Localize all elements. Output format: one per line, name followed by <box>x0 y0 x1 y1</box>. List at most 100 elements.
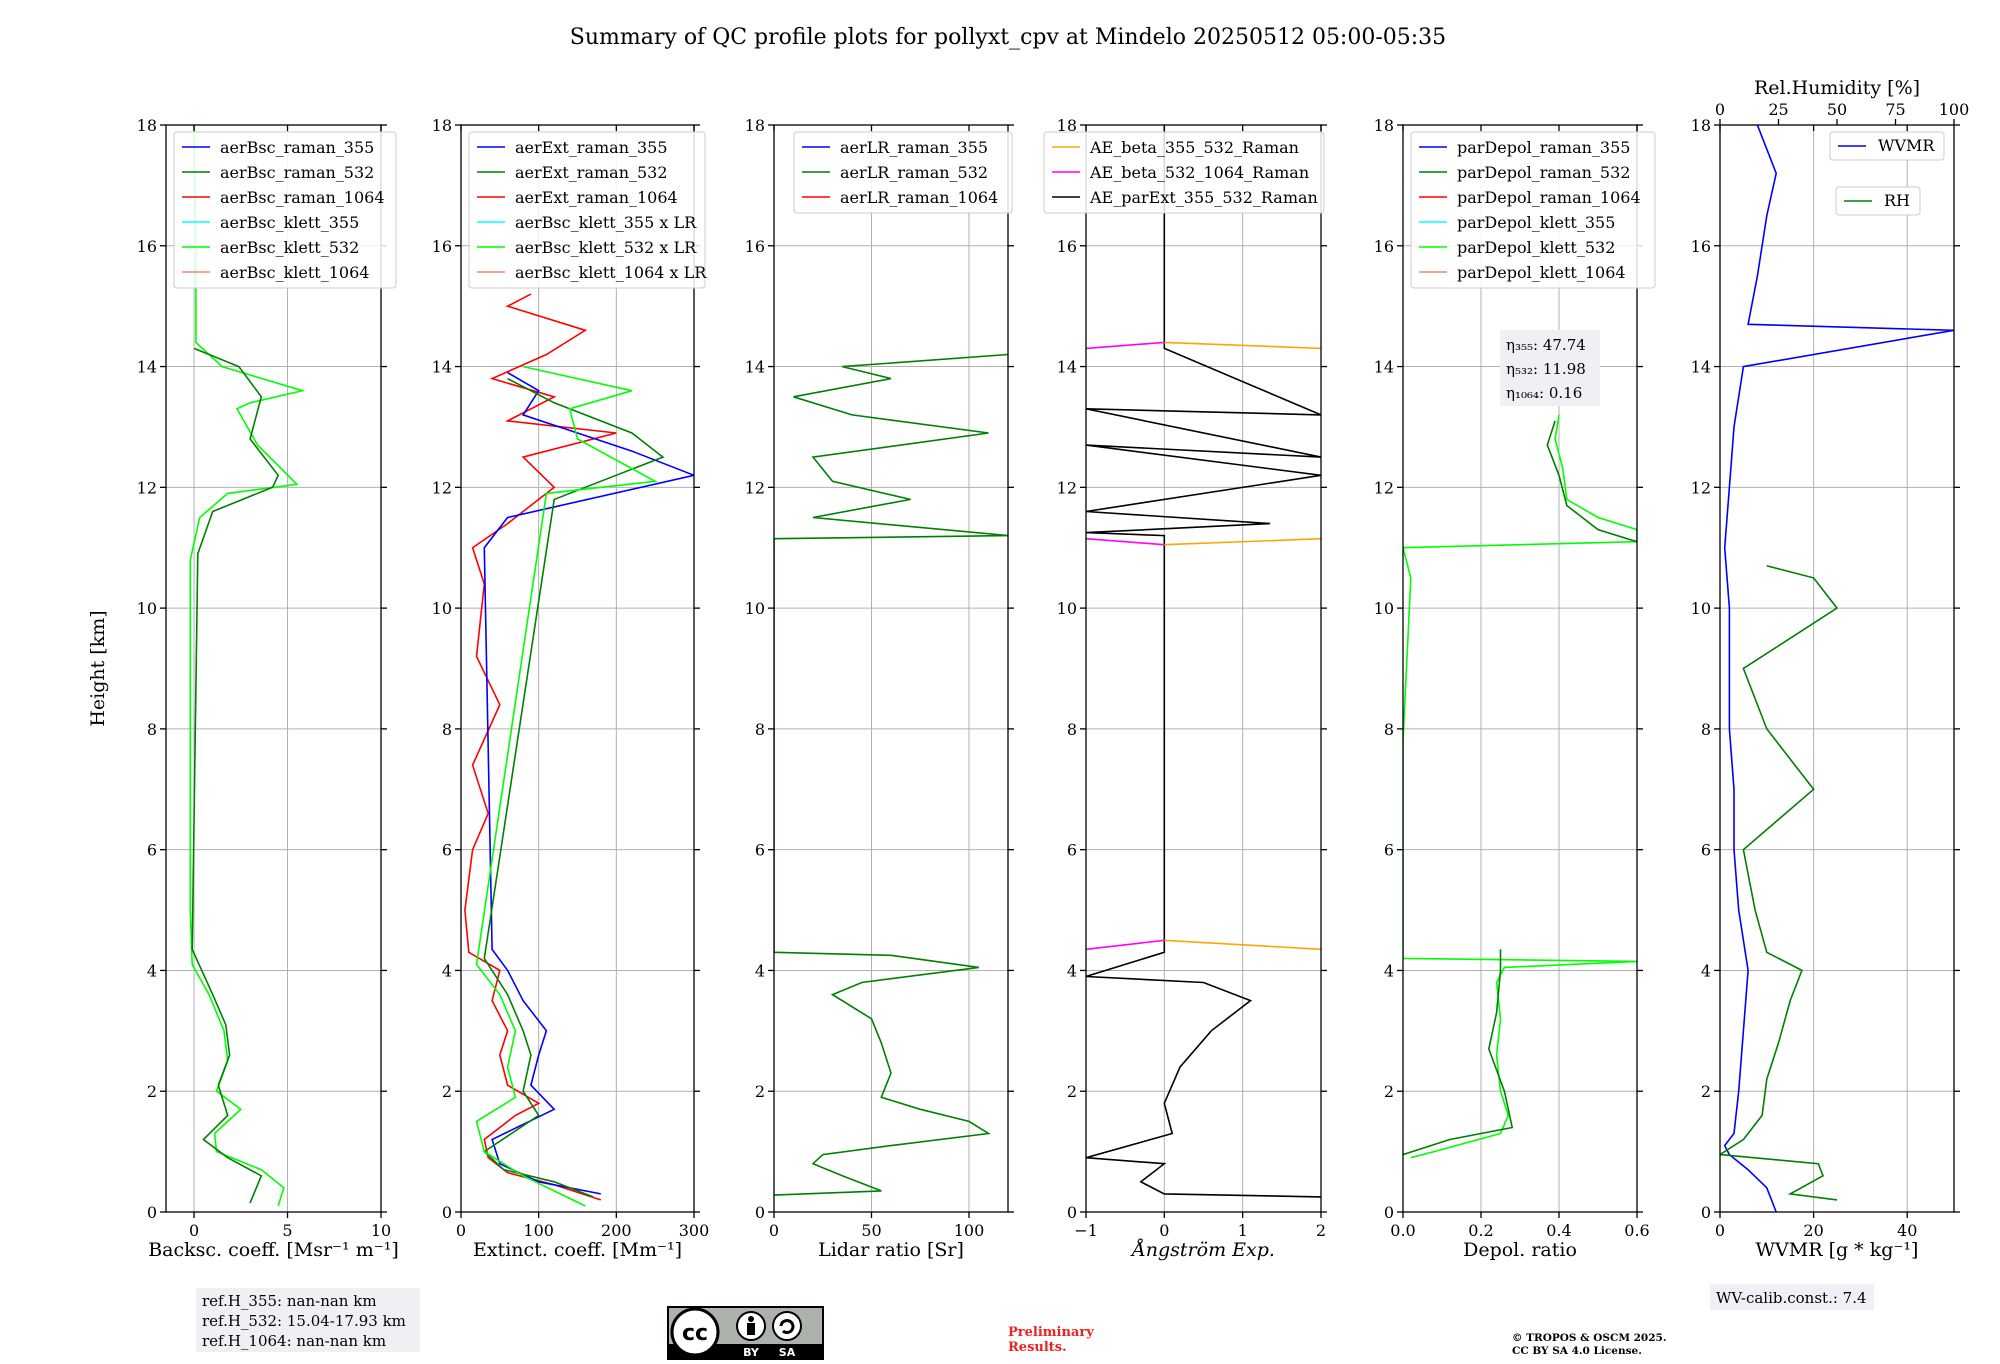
series-ae-beta-355-532-raman-c <box>1164 341 1321 350</box>
y-tick-label: 4 <box>442 961 452 980</box>
x-axis-label: Depol. ratio <box>1463 1239 1577 1261</box>
legend-label: aerBsc_klett_1064 x LR <box>515 263 707 282</box>
y-tick-label: 6 <box>755 841 765 860</box>
y-tick-label: 8 <box>1384 720 1394 739</box>
y-tick-label: 18 <box>1374 116 1394 135</box>
y-tick-label: 18 <box>1057 116 1077 135</box>
wv-calib-text: WV-calib.const.: 7.4 <box>1716 1289 1867 1307</box>
y-tick-label: 8 <box>1067 720 1077 739</box>
y-tick-label: 18 <box>1691 116 1711 135</box>
legend-ae: AE_beta_355_532_Raman AE_beta_532_1064_Ra… <box>1043 131 1325 214</box>
y-tick-label: 16 <box>1057 237 1077 256</box>
x-tick-label: 0 <box>769 1221 779 1240</box>
legend-lr: aerLR_raman_355 aerLR_raman_532 aerLR_rama… <box>793 131 1013 214</box>
series-ae-beta-532-1064-raman-b <box>1086 537 1165 546</box>
y-tick-label: 2 <box>147 1082 157 1101</box>
series-ae-beta-355-532-raman <box>1164 939 1321 951</box>
ref-height-box: ref.H_355: nan-nan km ref.H_532: 15.04-1… <box>196 1288 420 1352</box>
y-tick-label: 8 <box>442 720 452 739</box>
legend-label: aerExt_raman_1064 <box>515 188 678 207</box>
series-aerext-raman-532 <box>483 377 665 1198</box>
legend-dep: parDepol_raman_355 parDepol_raman_532 parD… <box>1410 131 1656 289</box>
y-tick-label: 6 <box>1067 841 1077 860</box>
x-axis-label: Backsc. coeff. [Msr⁻¹ m⁻¹] <box>148 1239 399 1261</box>
x-tick-label: 100 <box>954 1221 985 1240</box>
axes-frame <box>773 124 1009 1213</box>
x2-tick-label: 100 <box>1939 100 1970 119</box>
legend-label: parDepol_raman_532 <box>1457 163 1630 182</box>
y-tick-label: 12 <box>1057 478 1077 497</box>
y-tick-label: 6 <box>442 841 452 860</box>
y-tick-label: 10 <box>1691 599 1711 618</box>
x-tick-label: 0 <box>1715 1221 1725 1240</box>
legend-wvmr: WVMR <box>1829 131 1945 161</box>
series-aerlr-raman-532 <box>774 353 1008 1196</box>
ref-h-532: ref.H_532: 15.04-17.93 km <box>202 1312 406 1330</box>
legend-label: AE_parExt_355_532_Raman <box>1089 188 1318 207</box>
legend-label: parDepol_klett_532 <box>1457 238 1615 257</box>
ref-h-355: ref.H_355: nan-nan km <box>202 1292 377 1310</box>
legend-ext: aerExt_raman_355 aerExt_raman_532 aerExt_r… <box>468 131 707 289</box>
y-tick-label: 2 <box>755 1082 765 1101</box>
series-pardepol-klett-532 <box>1403 414 1637 1159</box>
preliminary-line-1: Preliminary <box>1008 1325 1094 1340</box>
y-tick-label: 0 <box>442 1203 452 1222</box>
y-tick-label: 18 <box>432 116 452 135</box>
y-tick-label: 16 <box>137 237 157 256</box>
y-tick-label: 18 <box>137 116 157 135</box>
copyright-line-1: © TROPOS & OSCM 2025. <box>1512 1332 1667 1344</box>
series-aerbsc-klett-532-x-lr <box>475 365 658 1207</box>
eta-annotation: η₃₅₅: 47.74 η₅₃₂: 11.98 η₁₀₆₄: 0.16 <box>1500 330 1600 406</box>
legend-label: parDepol_klett_1064 <box>1457 263 1626 282</box>
legend-label: AE_beta_355_532_Raman <box>1089 138 1299 157</box>
x2-tick-label: 25 <box>1768 100 1788 119</box>
legend-label: aerBsc_raman_1064 <box>220 188 385 207</box>
y-tick-label: 4 <box>1701 961 1711 980</box>
legend-label: parDepol_raman_1064 <box>1457 188 1641 207</box>
cc-icon: cc <box>682 1321 708 1346</box>
x-tick-label: 20 <box>1803 1221 1823 1240</box>
eta-line: η₃₅₅: 47.74 <box>1506 336 1586 354</box>
legend-label: aerLR_raman_532 <box>840 163 988 182</box>
y-tick-label: 6 <box>1384 841 1394 860</box>
x-tick-label: 10 <box>371 1221 391 1240</box>
y-tick-label: 14 <box>1057 358 1077 377</box>
x2-tick-label: 75 <box>1885 100 1905 119</box>
x-tick-label: 0 <box>456 1221 466 1240</box>
y-tick-label: 18 <box>745 116 765 135</box>
axes-frame <box>1085 124 1322 1213</box>
x-tick-label: 0.0 <box>1390 1221 1415 1240</box>
legend-label: aerExt_raman_532 <box>515 163 668 182</box>
y-tick-label: 4 <box>1384 961 1394 980</box>
copyright-note: © TROPOS & OSCM 2025. CC BY SA 4.0 Licen… <box>1512 1332 1667 1358</box>
legend-label: parDepol_raman_355 <box>1457 138 1630 157</box>
legend-label: aerBsc_klett_532 x LR <box>515 238 697 257</box>
x-axis-label: Extinct. coeff. [Mm⁻¹] <box>473 1239 682 1261</box>
x-tick-label: 2 <box>1316 1221 1326 1240</box>
y-tick-label: 14 <box>1374 358 1394 377</box>
legend-label: aerBsc_raman_532 <box>220 163 374 182</box>
y-tick-label: 4 <box>147 961 157 980</box>
cc-by-sa-logo: cc BY SA <box>667 1306 824 1360</box>
panel-ext: 0 100 200 300 0 2 4 6 8 10 12 14 16 18 Extinct. coeff.… <box>432 116 710 1261</box>
x-axis-label: WVMR [g * kg⁻¹] <box>1756 1239 1919 1261</box>
x2-tick-label: 0 <box>1715 100 1725 119</box>
wv-calib-box: WV-calib.const.: 7.4 <box>1710 1284 1874 1310</box>
y-tick-label: 8 <box>1701 720 1711 739</box>
y-tick-label: 10 <box>745 599 765 618</box>
x-tick-label: 0 <box>189 1221 199 1240</box>
panel-dep: 0.0 0.2 0.4 0.6 0 2 4 6 8 10 12 14 16 18 Depol. ratio p… <box>1374 116 1656 1261</box>
y-tick-label: 6 <box>1701 841 1711 860</box>
x2-tick-label: 50 <box>1827 100 1847 119</box>
panel-wv: 0 20 40 0 2 4 6 8 10 12 14 16 18 WVMR [g * kg⁻¹] 0 25 50… <box>1691 77 1970 1261</box>
y-tick-label: 4 <box>755 961 765 980</box>
x-tick-label: 5 <box>282 1221 292 1240</box>
eta-line: η₅₃₂: 11.98 <box>1506 360 1586 378</box>
x-axis-label: Ångström Exp. <box>1130 1239 1275 1261</box>
series-aerext-raman-355 <box>483 371 694 1195</box>
legend-bsc: aerBsc_raman_355 aerBsc_raman_532 aerBsc_r… <box>173 131 397 289</box>
y-tick-label: 2 <box>442 1082 452 1101</box>
y-tick-label: 2 <box>1067 1082 1077 1101</box>
x-tick-label: 300 <box>679 1221 710 1240</box>
